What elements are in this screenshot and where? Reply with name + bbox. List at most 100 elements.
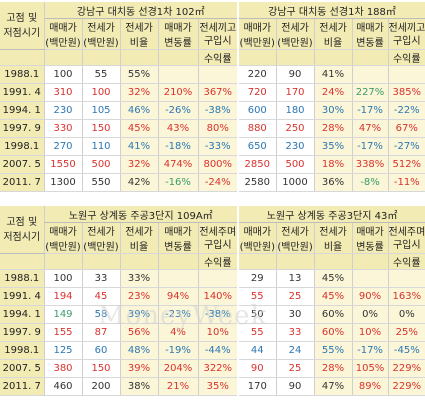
table-cell: 41% [119, 137, 158, 156]
table-cell: -24% [197, 173, 238, 192]
column-header: 전세끼고 [197, 18, 238, 34]
column-header: 전세가 [81, 222, 120, 238]
column-header: 전세가 [313, 222, 353, 238]
table-cell: -19% [157, 341, 198, 360]
table-cell [157, 65, 198, 84]
table-cell [197, 65, 238, 84]
table-cell: 194 [43, 287, 82, 306]
table-cell: 367% [197, 83, 238, 102]
table-cell: 90 [275, 377, 315, 396]
column-header-sub2 [275, 49, 314, 66]
column-header-sub2 [119, 49, 158, 66]
table-cell: 720 [237, 83, 276, 102]
table-cell: 41% [313, 65, 352, 84]
table-cell: 4% [157, 323, 198, 342]
table-row: 2007. 5 1550 500 32% 474% 800% 2850 500 18% 338% 5… [0, 155, 425, 174]
column-header: 매매가 [157, 18, 198, 34]
table-cell: 338% [351, 155, 388, 174]
table-cell: 30 [275, 305, 315, 324]
table-cell: 56% [119, 323, 158, 342]
column-header-sub2 [313, 49, 352, 66]
column-header-sub: 변동률 [351, 238, 389, 254]
column-header: 매매가 [43, 222, 82, 238]
column-header-sub: 비율 [119, 34, 158, 50]
column-header-sub2: 수익률 [197, 49, 238, 66]
column-header-sub: (백만원) [81, 34, 120, 50]
column-header-sub2 [237, 49, 276, 66]
column-header-sub2 [157, 49, 198, 66]
table-cell: -18% [157, 137, 198, 156]
table-cell: 67% [387, 119, 425, 138]
table-cell: 500 [81, 155, 120, 174]
column-header: 전세가 [119, 222, 158, 238]
table-row: 2007. 5 380 150 39% 204% 322% 90 25 28% 105% 229% [0, 359, 425, 378]
table-cell: -16% [157, 173, 198, 192]
table-cell: 229% [387, 359, 425, 378]
table-cell: 13 [275, 269, 315, 288]
column-header-sub2 [157, 253, 198, 270]
table-cell: 125 [43, 341, 82, 360]
table-cell [351, 269, 389, 288]
table-row: 1997. 9 330 150 45% 43% 80% 880 250 28% 47% 67% [0, 119, 425, 138]
table-cell: 140% [197, 287, 239, 306]
table-cell: -11% [387, 173, 425, 192]
column-header: 전세주며 [387, 222, 425, 238]
row-date: 1991. 4 [0, 83, 44, 102]
table-cell: -38% [197, 101, 238, 120]
table-cell: 1000 [275, 173, 314, 192]
table-cell: 80% [197, 119, 238, 138]
column-header-sub: 구입시 [197, 34, 238, 50]
table-cell: 220 [237, 65, 276, 84]
column-header-sub: (백만원) [81, 238, 120, 254]
table-cell: 30% [313, 101, 352, 120]
table-cell: 32% [119, 155, 158, 174]
table-cell: 55 [237, 287, 277, 306]
table-cell: 87 [81, 323, 120, 342]
column-header: 매매가 [237, 222, 277, 238]
table-cell: 90 [237, 359, 277, 378]
table-cell: 44 [237, 341, 277, 360]
column-header: 전세주며 [197, 222, 239, 238]
table-cell: 28% [313, 119, 352, 138]
table-cell: 230 [275, 137, 314, 156]
row-date: 1998.1 [0, 341, 44, 360]
table-row: 1991. 4 310 100 32% 210% 367% 720 170 24% 227% 385… [0, 83, 425, 102]
column-header-sub: 비율 [313, 238, 353, 254]
table-cell: 25% [387, 323, 425, 342]
table-cell: 250 [275, 119, 314, 138]
table-cell: -22% [387, 101, 425, 120]
column-header: 매매가 [237, 18, 276, 34]
table-cell: 39% [119, 359, 158, 378]
table-cell: 47% [351, 119, 388, 138]
row-date: 2011. 7 [0, 173, 44, 192]
column-header-sub: (백만원) [43, 238, 82, 254]
table-cell: 100 [43, 65, 82, 84]
table-cell: 322% [197, 359, 239, 378]
table-cell: 48% [119, 341, 158, 360]
table-cell [197, 269, 239, 288]
table-cell: 200 [81, 377, 120, 396]
column-header: 매매가 [157, 222, 198, 238]
table-cell: 33 [275, 323, 315, 342]
table-cell: 650 [237, 137, 276, 156]
table-cell: 42% [119, 173, 158, 192]
table-cell [387, 269, 425, 288]
corner-header-pad [0, 253, 44, 270]
column-header-sub: (백만원) [237, 238, 277, 254]
row-date: 1994. 1 [0, 101, 44, 120]
column-header: 전세가 [119, 18, 158, 34]
table-cell: -8% [351, 173, 388, 192]
row-date: 1994. 1 [0, 305, 44, 324]
group-header-left: 노원구 상계동 주공3단지 109A㎡ [43, 206, 239, 223]
table-cell: 105 [81, 101, 120, 120]
column-header: 전세가 [81, 18, 120, 34]
table-cell: 90% [351, 287, 389, 306]
table-cell: 150 [81, 359, 120, 378]
column-header-sub2 [237, 253, 277, 270]
table-cell: 460 [43, 377, 82, 396]
table-cell: 50 [237, 305, 277, 324]
table-cell: 2850 [237, 155, 276, 174]
column-header-sub2 [275, 253, 315, 270]
table-cell: 163% [387, 287, 425, 306]
column-header-sub: 구입시 [197, 238, 239, 254]
